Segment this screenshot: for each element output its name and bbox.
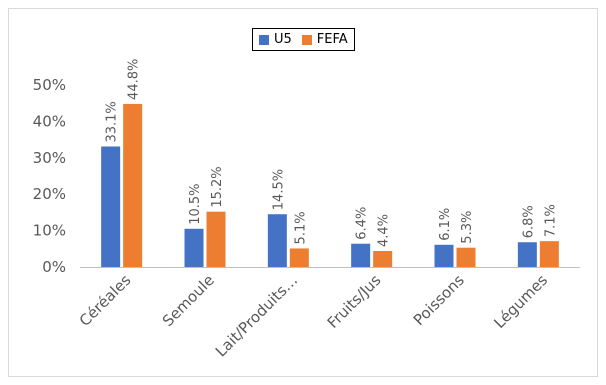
y-tick-label: 10% — [33, 222, 66, 240]
legend-swatch-fefa — [301, 34, 312, 45]
bar-fefa-poissons — [456, 247, 476, 267]
y-tick-label: 20% — [33, 185, 66, 203]
x-tick-label: Poissons — [410, 271, 468, 329]
bar-fefa-legumes — [539, 241, 559, 267]
bar-u5-cereales — [101, 146, 121, 267]
data-label-fefa-legumes: 7.1% — [543, 204, 558, 237]
data-label-fefa-poissons: 5.3% — [460, 211, 475, 244]
bar-fefa-lait-produits — [289, 248, 309, 267]
data-label-fefa-fruits-jus: 4.4% — [377, 214, 392, 247]
bar-fefa-fruits-jus — [373, 250, 393, 267]
y-tick-label: 40% — [33, 112, 66, 130]
y-tick-label: 50% — [33, 76, 66, 94]
data-label-fefa-semoule: 15.2% — [210, 166, 225, 207]
data-label-fefa-lait-produits: 5.1% — [293, 211, 308, 244]
data-label-u5-semoule: 10.5% — [188, 183, 203, 224]
bar-fefa-cereales — [123, 103, 143, 267]
legend-label-fefa: FEFA — [316, 32, 348, 47]
data-label-fefa-cereales: 44.8% — [127, 59, 142, 100]
data-label-u5-legumes: 6.8% — [521, 205, 536, 238]
bar-u5-poissons — [434, 244, 454, 267]
data-label-u5-poissons: 6.1% — [438, 208, 453, 241]
legend-swatch-u5 — [259, 34, 269, 45]
y-tick-label: 0% — [42, 258, 66, 276]
chart-legend: U5 FEFA — [252, 28, 355, 51]
x-tick-label: Céréales — [76, 271, 135, 330]
bar-u5-fruits-jus — [351, 243, 371, 267]
legend-item-u5: U5 — [259, 32, 292, 47]
bar-u5-semoule — [184, 228, 204, 267]
legend-label-u5: U5 — [274, 32, 292, 47]
y-tick-label: 30% — [33, 149, 66, 167]
x-tick-label: Fruits/Jus — [324, 271, 385, 332]
bar-u5-legumes — [517, 242, 537, 267]
x-tick-label: Semoule — [159, 271, 218, 330]
x-tick-label: Légumes — [490, 271, 551, 332]
x-tick-label: Lait/Produits… — [212, 271, 301, 360]
data-label-u5-fruits-jus: 6.4% — [355, 207, 370, 240]
bar-fefa-semoule — [206, 211, 226, 267]
data-label-u5-cereales: 33.1% — [105, 101, 120, 142]
legend-item-fefa: FEFA — [301, 32, 348, 47]
bar-u5-lait-produits — [267, 214, 287, 267]
data-label-u5-lait-produits: 14.5% — [271, 169, 286, 210]
